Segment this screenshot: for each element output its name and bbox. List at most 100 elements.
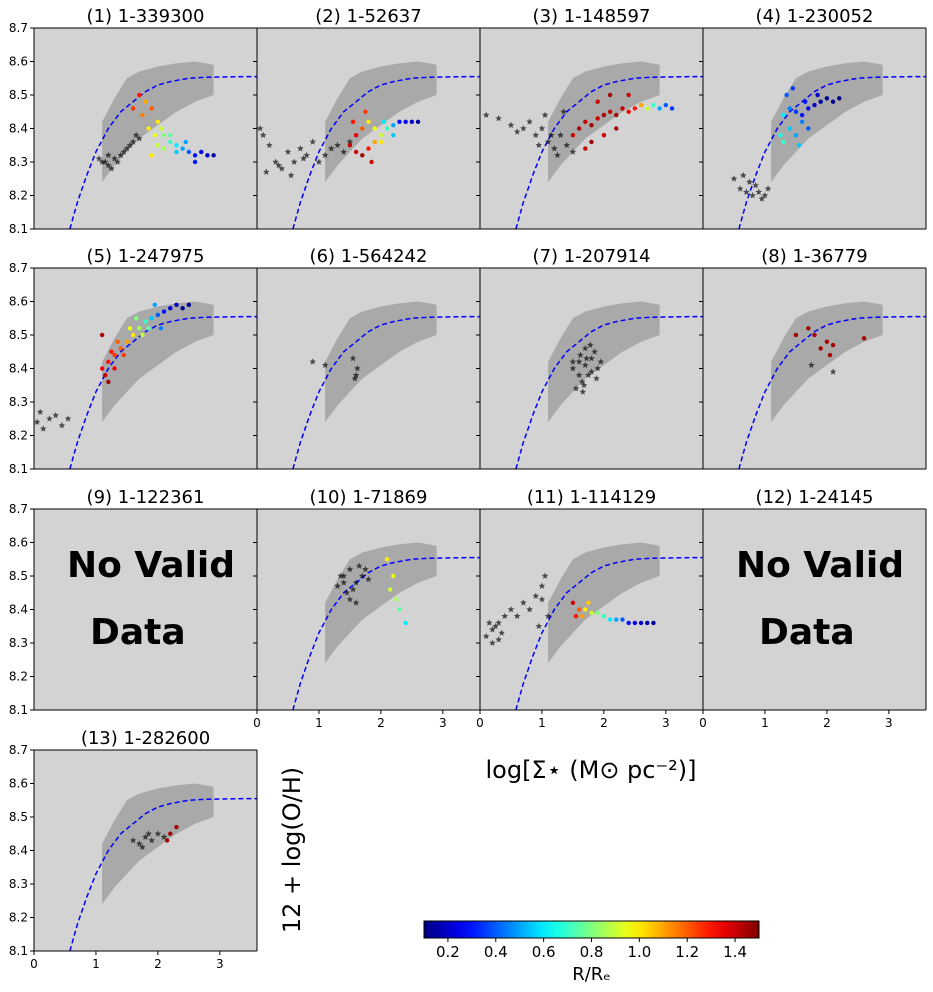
reference-curve	[738, 75, 926, 229]
x-tick-label: 1	[315, 716, 323, 730]
star-point	[36, 408, 44, 415]
data-point	[112, 352, 117, 358]
panel-title: (10) 1-71869	[310, 487, 428, 508]
star-point	[359, 572, 366, 579]
x-tick-label: 3	[885, 716, 893, 730]
star-point	[538, 582, 546, 589]
y-tick-label: 8.2	[9, 429, 28, 443]
star-point	[583, 354, 590, 362]
data-point	[403, 119, 408, 125]
panel-10: (10) 1-71869 0 1 2 3	[253, 487, 480, 730]
data-point	[152, 302, 157, 308]
data-point	[403, 620, 408, 626]
x-tick-label: 3	[216, 957, 224, 971]
data-point	[149, 153, 154, 158]
y-tick-label: 8.7	[9, 21, 28, 35]
star-point	[275, 161, 282, 169]
data-point	[607, 617, 613, 622]
data-point	[137, 92, 142, 98]
data-point	[830, 99, 836, 104]
data-point	[394, 597, 399, 602]
panel-title: (13) 1-282600	[81, 728, 210, 749]
data-point	[614, 126, 619, 131]
star-point	[739, 171, 747, 179]
reference-curve	[515, 315, 703, 469]
star-point	[263, 168, 270, 175]
data-point	[391, 122, 396, 128]
star-point	[544, 138, 552, 145]
star-point	[139, 843, 146, 850]
data-point	[818, 99, 823, 104]
star-point	[34, 418, 41, 425]
star-point	[346, 138, 354, 145]
data-point	[861, 336, 867, 341]
data-point	[607, 109, 613, 114]
data-point	[134, 316, 139, 321]
star-point	[597, 358, 605, 365]
y-tick-label: 8.5	[9, 810, 28, 824]
data-point	[824, 96, 830, 101]
data-point	[155, 119, 161, 125]
y-tick-label: 8.6	[9, 295, 28, 309]
data-point	[837, 96, 842, 101]
star-point	[501, 612, 509, 619]
star-point	[362, 565, 369, 573]
data-point	[103, 373, 108, 378]
data-point	[586, 600, 591, 605]
data-point	[663, 102, 669, 108]
reference-curve	[292, 556, 480, 710]
star-point	[513, 128, 521, 135]
data-point	[799, 112, 805, 118]
star-point	[111, 155, 118, 162]
y-tick-label: 8.5	[9, 88, 28, 102]
data-point	[778, 133, 783, 138]
plot-area	[515, 301, 703, 469]
y-tick-label: 8.7	[9, 261, 28, 275]
data-point	[360, 126, 365, 131]
data-point	[161, 146, 167, 151]
data-point	[372, 126, 377, 131]
panel-title: (6) 1-564242	[310, 246, 428, 267]
data-point	[149, 106, 154, 111]
data-point	[595, 116, 600, 121]
plot-area	[292, 542, 480, 710]
star-point	[257, 125, 264, 132]
data-point	[570, 600, 576, 605]
star-point	[346, 565, 354, 573]
data-point	[806, 106, 811, 111]
data-point	[205, 153, 210, 158]
data-point	[130, 332, 136, 338]
star-point	[532, 592, 540, 599]
data-point	[112, 366, 117, 371]
star-point	[507, 121, 515, 128]
shaded-band	[548, 542, 660, 664]
data-point	[140, 112, 145, 118]
y-tick-label: 8.3	[9, 877, 28, 891]
data-point	[353, 133, 359, 138]
star-point	[541, 572, 549, 579]
data-point	[109, 349, 114, 354]
data-point	[158, 326, 164, 331]
data-point	[614, 617, 619, 622]
colorbar-tick-label: 1.0	[627, 943, 651, 961]
star-point	[507, 606, 515, 613]
plot-area	[730, 61, 926, 229]
panel-4: (4) 1-230052	[699, 6, 927, 230]
data-point	[595, 610, 600, 616]
data-point	[827, 352, 833, 358]
data-point	[347, 143, 353, 148]
star-point	[123, 145, 131, 152]
y-tick-label: 8.7	[9, 502, 28, 516]
data-point	[601, 112, 607, 118]
star-point	[593, 375, 600, 382]
data-point	[140, 332, 145, 338]
star-point	[148, 836, 155, 844]
star-point	[290, 158, 298, 165]
x-tick-label: 0	[476, 716, 484, 730]
data-point	[812, 102, 817, 108]
data-point	[366, 146, 371, 151]
data-point	[781, 112, 786, 118]
y-tick-label: 8.1	[9, 462, 28, 476]
data-point	[155, 143, 161, 148]
star-point	[105, 161, 112, 169]
